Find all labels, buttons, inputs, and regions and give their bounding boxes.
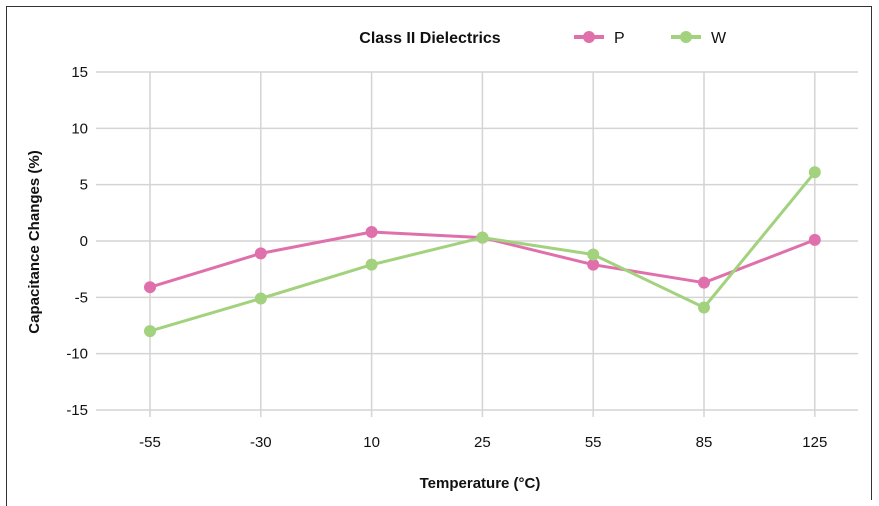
y-tick-labels: 15 10 5 0 -5 -10 -15 — [66, 64, 88, 419]
legend-label-p: P — [614, 30, 625, 47]
legend: P W — [574, 30, 727, 47]
data-point-p — [698, 276, 710, 289]
x-tick-label: 85 — [696, 434, 713, 451]
data-point-p — [365, 225, 378, 238]
y-tick-label: 15 — [71, 64, 88, 81]
data-point-p — [254, 247, 267, 260]
data-point-w — [587, 248, 600, 261]
data-point-w — [254, 292, 267, 305]
chart-title: Class II Dielectrics — [359, 30, 501, 47]
y-tick-label: 5 — [80, 177, 88, 194]
data-point-w — [808, 166, 821, 179]
x-axis-title: Temperature (°C) — [420, 475, 541, 492]
series-group — [144, 166, 821, 338]
x-tick-label: 25 — [474, 434, 491, 451]
legend-marker-w — [680, 31, 692, 43]
y-axis-title: Capacitance Changes (%) — [26, 150, 43, 333]
frame-edge — [6, 494, 7, 506]
x-tick-labels: -55 -30 10 25 55 85 125 — [139, 434, 827, 451]
y-tick-label: 0 — [80, 233, 88, 250]
legend-label-w: W — [711, 30, 727, 47]
y-tick-label: -15 — [66, 402, 88, 419]
grid-lines — [96, 71, 858, 417]
y-tick-label: 10 — [71, 120, 88, 137]
data-point-w — [144, 325, 156, 338]
x-tick-label: 125 — [802, 434, 827, 451]
data-point-p — [808, 233, 821, 246]
data-point-p — [587, 258, 600, 271]
x-tick-label: -30 — [250, 434, 272, 451]
y-tick-label: -10 — [66, 346, 88, 363]
legend-marker-p — [583, 31, 595, 43]
x-tick-label: -55 — [139, 434, 161, 451]
x-tick-label: 10 — [363, 434, 380, 451]
data-point-w — [476, 231, 489, 244]
x-tick-label: 55 — [585, 434, 602, 451]
data-point-w — [365, 258, 378, 271]
y-tick-label: -5 — [75, 289, 88, 306]
data-point-p — [144, 281, 156, 294]
data-point-w — [698, 301, 710, 314]
chart-frame — [6, 6, 872, 500]
